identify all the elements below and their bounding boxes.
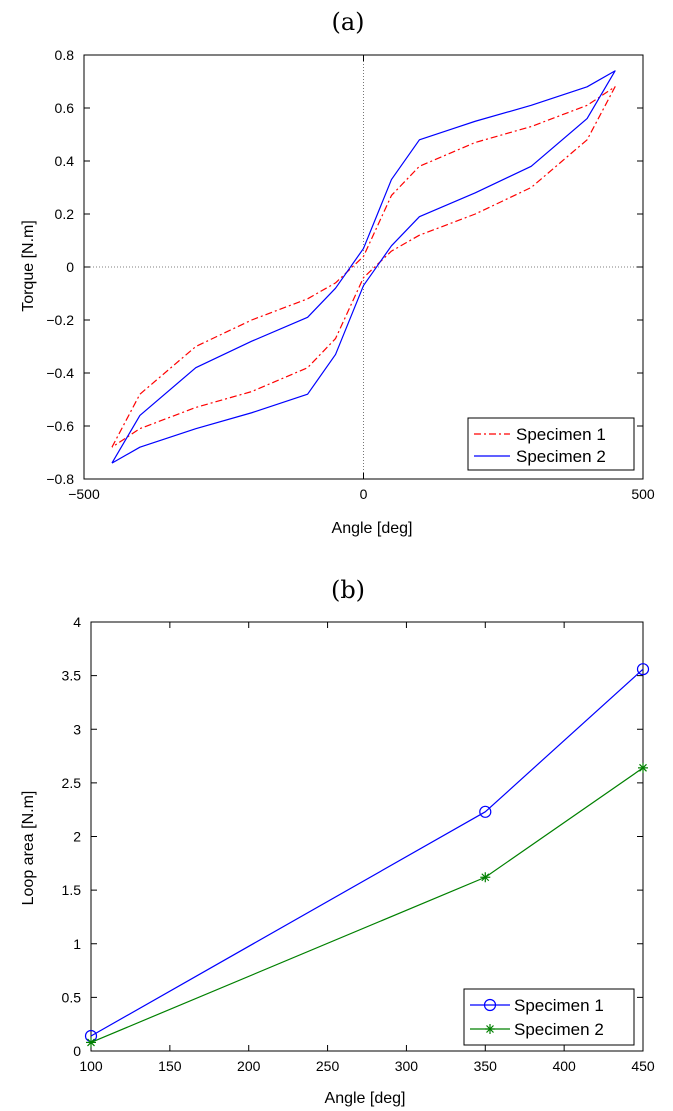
chart-b-ytick-label: 3.5 [62,668,82,684]
chart-b-series-line-1 [90,668,644,1037]
chart-b-ytick-label: 2.5 [62,775,82,791]
chart-b-xtick-label: 150 [158,1058,182,1074]
chart-b-legend-label-2: Specimen 2 [514,1020,604,1039]
chart-b-legend-box [463,988,635,1046]
chart-b-series-2-point [86,1037,96,1048]
chart-a-axes: −500 0 500 −0.8 −0.6 −0.4 −0.2 0 0.2 0.4 0.6 0.8 [46,47,655,502]
chart-a-ytick-label: −0.4 [46,365,74,381]
chart-a-legend-box [467,417,635,471]
chart-a-ytick-label: 0.6 [55,100,75,116]
chart-a-ytick-label: 0 [66,259,74,275]
chart-a-series-line-1 [111,86,616,448]
chart-a-legend: Specimen 1 Specimen 2 [467,417,635,471]
chart-a-ytick-label: −0.2 [46,312,74,328]
chart-b-series-2-point [480,872,491,883]
chart-b-xlabel: Angle [deg] [325,1090,406,1107]
chart-b-series-2-point [638,762,648,773]
chart-b-ylabel: Loop area [N.m] [20,791,37,906]
chart-b-ytick-label: 4 [73,614,81,630]
chart-b-ytick-label: 2 [73,829,81,845]
chart-b-axes: 100 150 200 250 300 350 400 450 0 0.5 1 1.5 2 2.5 3 3.5… [62,614,655,1074]
chart-a-ytick-label: 0.2 [55,206,75,222]
chart-b-xtick-label: 350 [474,1058,498,1074]
chart-b-legend-marker-1 [483,998,497,1012]
chart-a-title: (a) [331,8,364,36]
chart-a-xtick-label: 0 [360,486,368,502]
chart-b-legend-label-1: Specimen 1 [514,996,604,1015]
chart-a-ylabel: Torque [N.m] [20,220,37,312]
chart-b-series-1-point [479,805,492,818]
chart-b: (b) Angle [deg] Loop area [N.m] 100 150 20… [20,576,655,1107]
chart-b-xtick-label: 250 [316,1058,340,1074]
chart-b-title: (b) [331,576,365,604]
chart-b-xtick-label: 200 [237,1058,261,1074]
chart-a-series [111,70,616,464]
chart-a-ytick-label: −0.8 [46,471,74,487]
chart-a-xlabel: Angle [deg] [332,520,413,537]
chart-b-plot-frame [90,621,644,1052]
chart-a-series-line-2 [111,70,616,464]
chart-a: (a) Angle [deg] Torque [N.m] −500 0 500 −0.… [20,8,655,537]
chart-b-xtick-label: 450 [631,1058,655,1074]
chart-b-ytick-label: 1 [73,936,81,952]
chart-a-legend-label-2: Specimen 2 [516,447,606,466]
chart-a-ytick-label: −0.6 [46,418,74,434]
chart-b-legend-marker-2 [485,1024,495,1034]
chart-b-xtick-label: 400 [552,1058,576,1074]
chart-b-legend: Specimen 1 Specimen 2 [463,988,635,1046]
chart-b-series-1-point [636,663,650,676]
chart-b-xtick-label: 300 [395,1058,419,1074]
chart-a-xtick-label: −500 [68,486,100,502]
chart-a-xtick-label: 500 [631,486,655,502]
chart-a-legend-label-1: Specimen 1 [516,425,606,444]
chart-b-ytick-label: 3 [73,721,81,737]
chart-b-ytick-label: 0.5 [62,989,82,1005]
chart-b-ytick-label: 0 [73,1043,81,1059]
chart-a-ytick-label: 0.8 [55,47,75,63]
chart-b-ytick-label: 1.5 [62,882,82,898]
chart-a-ytick-label: 0.4 [55,153,75,169]
chart-b-xtick-label: 100 [79,1058,103,1074]
chart-b-series [84,663,650,1048]
